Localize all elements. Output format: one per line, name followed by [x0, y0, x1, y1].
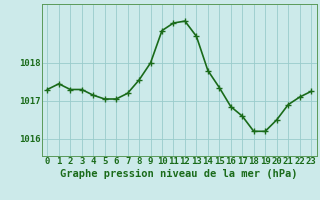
X-axis label: Graphe pression niveau de la mer (hPa): Graphe pression niveau de la mer (hPa) — [60, 169, 298, 179]
